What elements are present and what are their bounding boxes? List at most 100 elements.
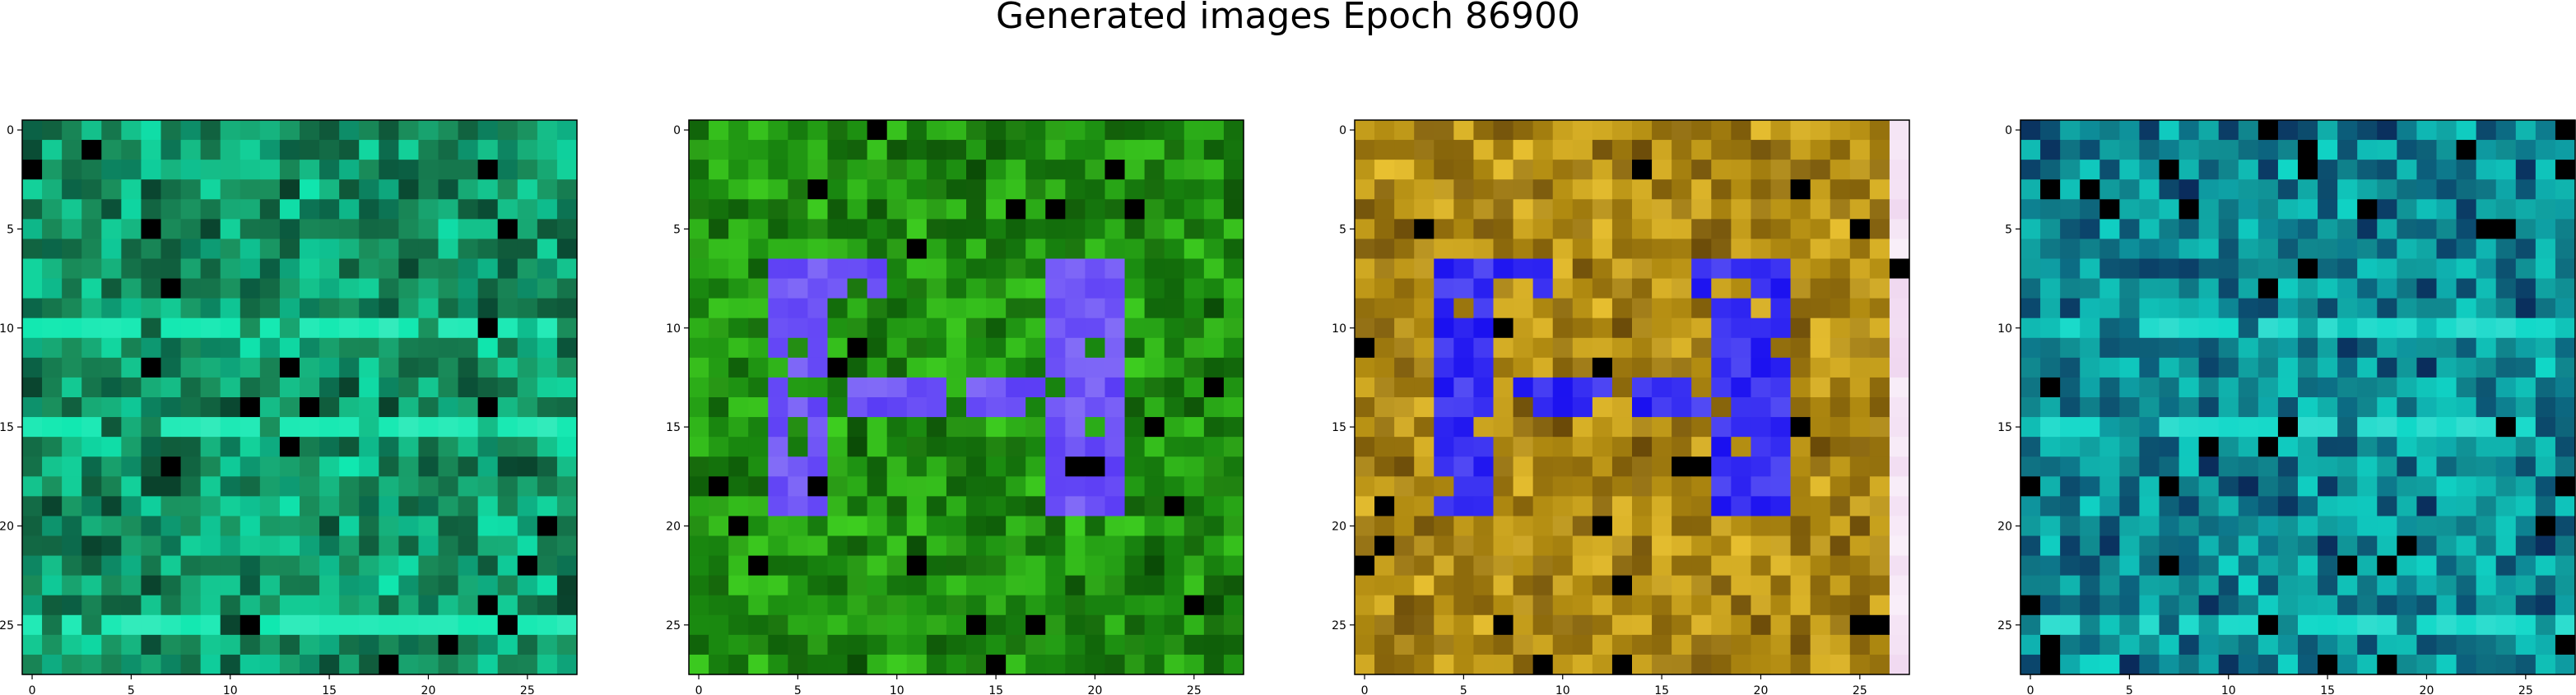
pixel-cell [1434,555,1454,577]
pixel-cell [827,179,849,200]
pixel-cell [1124,634,1146,656]
pixel-cell [1632,535,1653,557]
pixel-cell [1691,219,1712,240]
pixel-cell [946,456,967,477]
pixel-cell [689,516,709,537]
pixel-cell [517,456,538,477]
pixel-cell [986,258,1007,280]
pixel-cell [2020,278,2041,299]
pixel-cell [1711,120,1732,141]
pixel-cell [1414,239,1434,260]
pixel-cell [458,258,479,280]
pixel-cell [2099,258,2120,280]
pixel-cell [1869,397,1890,418]
pixel-cell [966,437,987,457]
pixel-cell [2436,160,2457,180]
pixel-cell [1790,437,1811,457]
pixel-cell [1124,179,1146,200]
pixel-cell [339,120,360,141]
pixel-cell [81,516,102,537]
pixel-cell [2080,377,2100,398]
pixel-cell [200,278,221,299]
pixel-cell [300,317,320,339]
pixel-cell [1203,654,1225,675]
pixel-cell [2298,377,2318,398]
pixel-cell [1532,456,1554,477]
pixel-cell [2040,357,2061,378]
pixel-cell [1731,278,1752,299]
pixel-cell [1592,357,1613,378]
pixel-cell [1572,160,1593,180]
pixel-cell [867,476,888,497]
pixel-cell [239,199,261,220]
pixel-cell [1592,199,1613,220]
pixel-cell [689,614,709,636]
pixel-cell [477,199,499,220]
pixel-cell [1652,120,1672,141]
pixel-cell [2119,516,2141,537]
pixel-cell [398,357,420,378]
pixel-cell [867,120,888,141]
pixel-cell [1691,239,1712,260]
pixel-cell [1572,239,1593,260]
pixel-cell [319,298,340,319]
pixel-cell [2178,377,2200,398]
pixel-cell [1104,535,1126,557]
pixel-cell [709,535,729,557]
pixel-cell [1203,239,1225,260]
pixel-cell [379,140,399,160]
pixel-cell [1434,199,1454,220]
pixel-cell [477,614,499,636]
pixel-cell [2060,160,2081,180]
pixel-cell [1552,120,1574,141]
pixel-cell [926,239,947,260]
pixel-cell [1889,140,1910,160]
pixel-cell [2040,575,2061,596]
pixel-cell [1164,120,1185,141]
pixel-cell [537,496,558,517]
pixel-cell [1751,397,1772,418]
pixel-cell [2257,575,2279,596]
pixel-cell [768,595,788,616]
pixel-cell [438,575,459,596]
pixel-cell [418,634,439,656]
pixel-cell [2397,614,2418,636]
pixel-cell [141,278,162,299]
pixel-cell [1532,634,1554,656]
pixel-cell [2119,199,2141,220]
pixel-cell [2397,437,2418,457]
pixel-cell [418,357,439,378]
pixel-cell [1473,199,1495,220]
pixel-cell [906,377,928,398]
pixel-cell [1731,595,1752,616]
pixel-cell [1572,614,1593,636]
pixel-cell [2020,417,2041,438]
pixel-cell [847,456,868,477]
pixel-cell [42,357,63,378]
pixel-cell [1045,337,1066,359]
pixel-cell [966,417,987,438]
pixel-cell [180,437,202,457]
pixel-cell [946,575,967,596]
pixel-cell [458,179,479,200]
pixel-cell [1532,219,1554,240]
pixel-cell [689,377,709,398]
pixel-cell [827,278,849,299]
pixel-cell [2198,437,2220,457]
pixel-cell [2099,377,2120,398]
pixel-cell [1374,278,1395,299]
pixel-cell [477,437,499,457]
pixel-cell [2555,555,2576,577]
pixel-cell [946,555,967,577]
pixel-cell [160,535,182,557]
pixel-cell [728,456,749,477]
pixel-cell [867,595,888,616]
pixel-cell [160,575,182,596]
pixel-cell [2515,199,2536,220]
pixel-cell [121,337,142,359]
pixel-cell [1889,397,1910,418]
pixel-cell [906,239,928,260]
pixel-cell [1711,614,1732,636]
pixel-cell [1085,258,1106,280]
pixel-cell [2298,555,2318,577]
